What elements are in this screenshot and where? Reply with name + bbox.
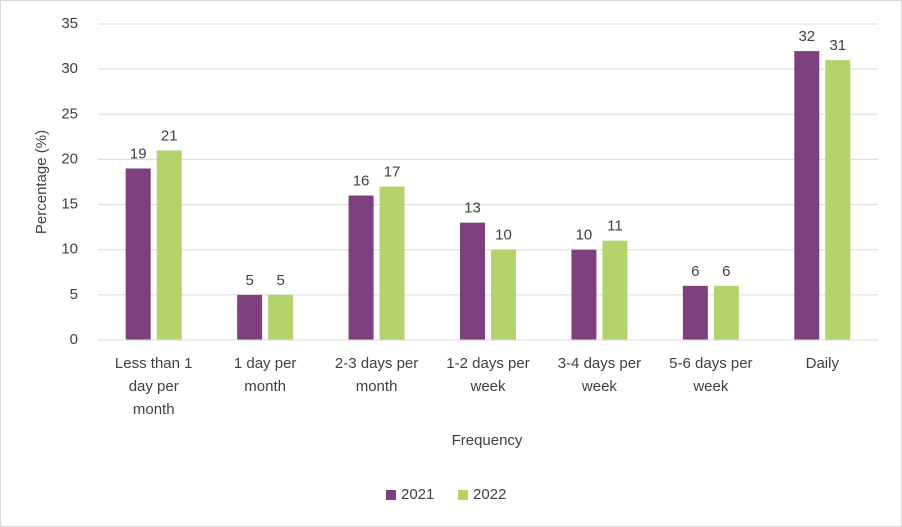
bar [682,285,708,340]
bar [794,51,820,340]
legend-swatch [386,490,396,500]
y-tick-label: 5 [70,286,78,303]
x-axis-title: Frequency [452,432,523,449]
y-tick-label: 10 [61,241,78,258]
bar [825,60,851,340]
bar [125,168,151,340]
x-tick-label: 5-6 days per week [669,355,752,395]
y-tick-label: 15 [61,196,78,213]
bar [237,294,263,340]
bar [156,150,182,340]
bar [460,222,485,340]
data-label: 31 [829,37,846,54]
legend-swatch [458,490,468,500]
x-tick-label: Less than 1 day per month [115,355,193,418]
y-tick-label: 30 [61,60,78,77]
data-label: 10 [576,227,593,244]
bar [268,294,294,340]
data-label: 32 [798,28,815,45]
bar [379,186,405,340]
data-label: 16 [353,173,370,190]
data-label: 6 [722,263,730,280]
data-label: 5 [276,272,284,289]
bar [348,195,374,340]
data-label: 13 [464,200,481,217]
data-label: 17 [384,163,401,180]
data-label: 10 [495,227,512,244]
legend-label: 2021 [401,486,434,503]
data-label: 21 [161,127,178,144]
legend-label: 2022 [473,486,506,503]
data-label: 19 [130,145,147,162]
x-tick-label: 3-4 days per week [558,355,641,395]
data-label: 6 [691,263,699,280]
bar [571,249,597,340]
y-tick-label: 20 [61,150,78,167]
bar [602,240,628,340]
x-tick-label: 2-3 days per month [335,355,418,395]
y-tick-label: 35 [61,15,78,32]
x-tick-label: 1 day per month [234,355,297,395]
data-label: 11 [607,218,623,235]
y-axis-title: Percentage (%) [33,130,50,234]
y-tick-label: 0 [70,331,78,348]
data-label: 5 [245,272,253,289]
bar [491,249,516,340]
x-tick-label: Daily [806,355,840,372]
y-tick-label: 25 [61,105,78,122]
bar [713,285,739,340]
x-tick-label: 1-2 days per week [446,355,529,395]
